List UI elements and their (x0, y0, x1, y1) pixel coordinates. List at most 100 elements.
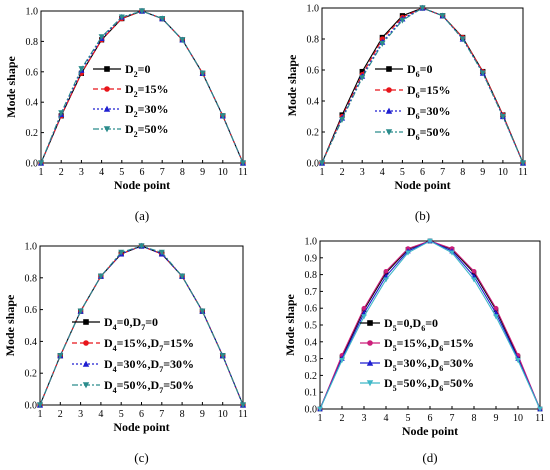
legend-marker (82, 382, 90, 389)
legend-label: D6=30% (407, 104, 451, 121)
x-tick-label: 10 (498, 167, 508, 178)
data-point (520, 160, 526, 167)
x-tick-label: 4 (384, 413, 389, 424)
legend-marker (82, 360, 90, 367)
data-point (58, 110, 65, 117)
y-axis-title: Mode shape (283, 293, 297, 355)
data-point (159, 16, 166, 22)
x-tick-label: 2 (58, 409, 63, 420)
x-tick-label: 9 (480, 167, 485, 178)
legend-marker (104, 66, 110, 72)
legend-label: D6=50% (407, 125, 451, 142)
legend-marker (386, 87, 392, 93)
legend-label: D2=50% (125, 122, 169, 139)
y-tick-label: 0.8 (25, 273, 38, 284)
x-tick-label: 1 (38, 409, 43, 420)
x-tick-label: 8 (460, 167, 465, 178)
x-tick-label: 3 (78, 409, 83, 420)
x-tick-label: 11 (238, 409, 248, 420)
y-tick-label: 0.4 (305, 337, 318, 348)
legend-label: D5=50%,D6=50% (384, 376, 474, 393)
y-tick-label: 0.8 (26, 37, 39, 48)
y-tick-label: 0.4 (25, 337, 38, 348)
data-point (138, 243, 145, 250)
y-tick-label: 0.2 (25, 369, 38, 380)
data-point (199, 70, 206, 77)
y-tick-label: 0.0 (26, 159, 39, 170)
data-point (499, 113, 506, 120)
series-line (321, 7, 524, 164)
legend-label: D4=15%,D7=15% (104, 336, 194, 353)
data-point (419, 5, 426, 12)
y-tick-label: 0.4 (26, 98, 39, 109)
y-tick-label: 0.6 (305, 304, 318, 315)
x-tick-label: 8 (180, 167, 185, 178)
data-point (339, 357, 345, 364)
data-point (78, 66, 85, 72)
legend-label: D2=0 (125, 62, 151, 79)
legend-label: D4=30%,D7=30% (104, 357, 194, 374)
data-point (179, 37, 186, 44)
legend: D2=0 D2=15% D2=30% D2=50% (93, 62, 169, 139)
x-axis-title: Node point (114, 178, 170, 192)
x-tick-label: 5 (119, 409, 124, 420)
series-4 (38, 8, 246, 167)
data-point (118, 249, 125, 256)
data-point (359, 75, 366, 81)
y-tick-label: 0.6 (307, 66, 320, 77)
x-tick-label: 4 (99, 167, 104, 178)
data-point (471, 268, 477, 274)
x-tick-label: 1 (318, 413, 323, 424)
x-tick-label: 3 (362, 413, 367, 424)
x-tick-label: 3 (79, 167, 84, 178)
panel-label: (d) (422, 450, 437, 465)
legend-marker (103, 126, 111, 133)
legend-label: D4=50%,D7=50% (104, 378, 194, 395)
data-point (38, 160, 44, 167)
legend-marker (367, 320, 373, 326)
y-tick-label: 1.0 (25, 242, 38, 253)
x-tick-label: 7 (160, 167, 165, 178)
data-point (219, 113, 226, 120)
y-tick-label: 0.6 (26, 67, 39, 78)
data-point (379, 41, 386, 47)
data-point (493, 305, 499, 311)
data-point (459, 36, 466, 43)
x-tick-label: 8 (472, 413, 477, 424)
legend-label: D5=0,D6=0 (384, 316, 438, 333)
x-tick-label: 11 (535, 413, 545, 424)
x-axis-title: Node point (402, 424, 458, 438)
y-tick-label: 0.0 (305, 405, 318, 416)
x-tick-label: 11 (238, 167, 248, 178)
legend-marker (367, 340, 373, 346)
y-tick-label: 0.2 (307, 128, 320, 139)
legend: D4=0,D7=0 D4=15%,D7=15% D4=30%,D7=30% D4=50… (72, 315, 194, 395)
chart-panel-c: 1 2 3 4 5 6 7 8 9 10 11 0.0 0.2 0.4 0.6 0.8 1.0 Node poin… (3, 242, 248, 466)
data-point (449, 250, 455, 256)
data-point (37, 402, 43, 409)
panel-label: (c) (134, 450, 148, 465)
legend-marker (385, 129, 393, 136)
x-tick-label: 6 (428, 413, 433, 424)
y-tick-label: 0.5 (305, 321, 318, 332)
data-point (97, 273, 104, 280)
x-tick-label: 7 (159, 409, 164, 420)
panel-label: (b) (415, 208, 430, 223)
x-tick-label: 6 (420, 167, 425, 178)
x-tick-label: 7 (440, 167, 445, 178)
data-point (361, 314, 367, 320)
legend-label: D5=30%,D6=30% (384, 356, 474, 373)
y-tick-label: 0.3 (305, 354, 318, 365)
legend-marker (385, 107, 393, 114)
x-tick-label: 10 (218, 167, 228, 178)
legend-label: D4=0,D7=0 (104, 315, 158, 332)
y-tick-label: 1.0 (305, 237, 318, 248)
y-axis-title: Mode shape (285, 54, 299, 116)
series-4 (319, 5, 526, 167)
data-point (77, 308, 84, 315)
data-point (179, 273, 186, 280)
data-point (118, 14, 125, 21)
data-point (439, 13, 446, 19)
legend-label: D2=30% (125, 102, 169, 119)
y-tick-label: 0.2 (305, 371, 318, 382)
